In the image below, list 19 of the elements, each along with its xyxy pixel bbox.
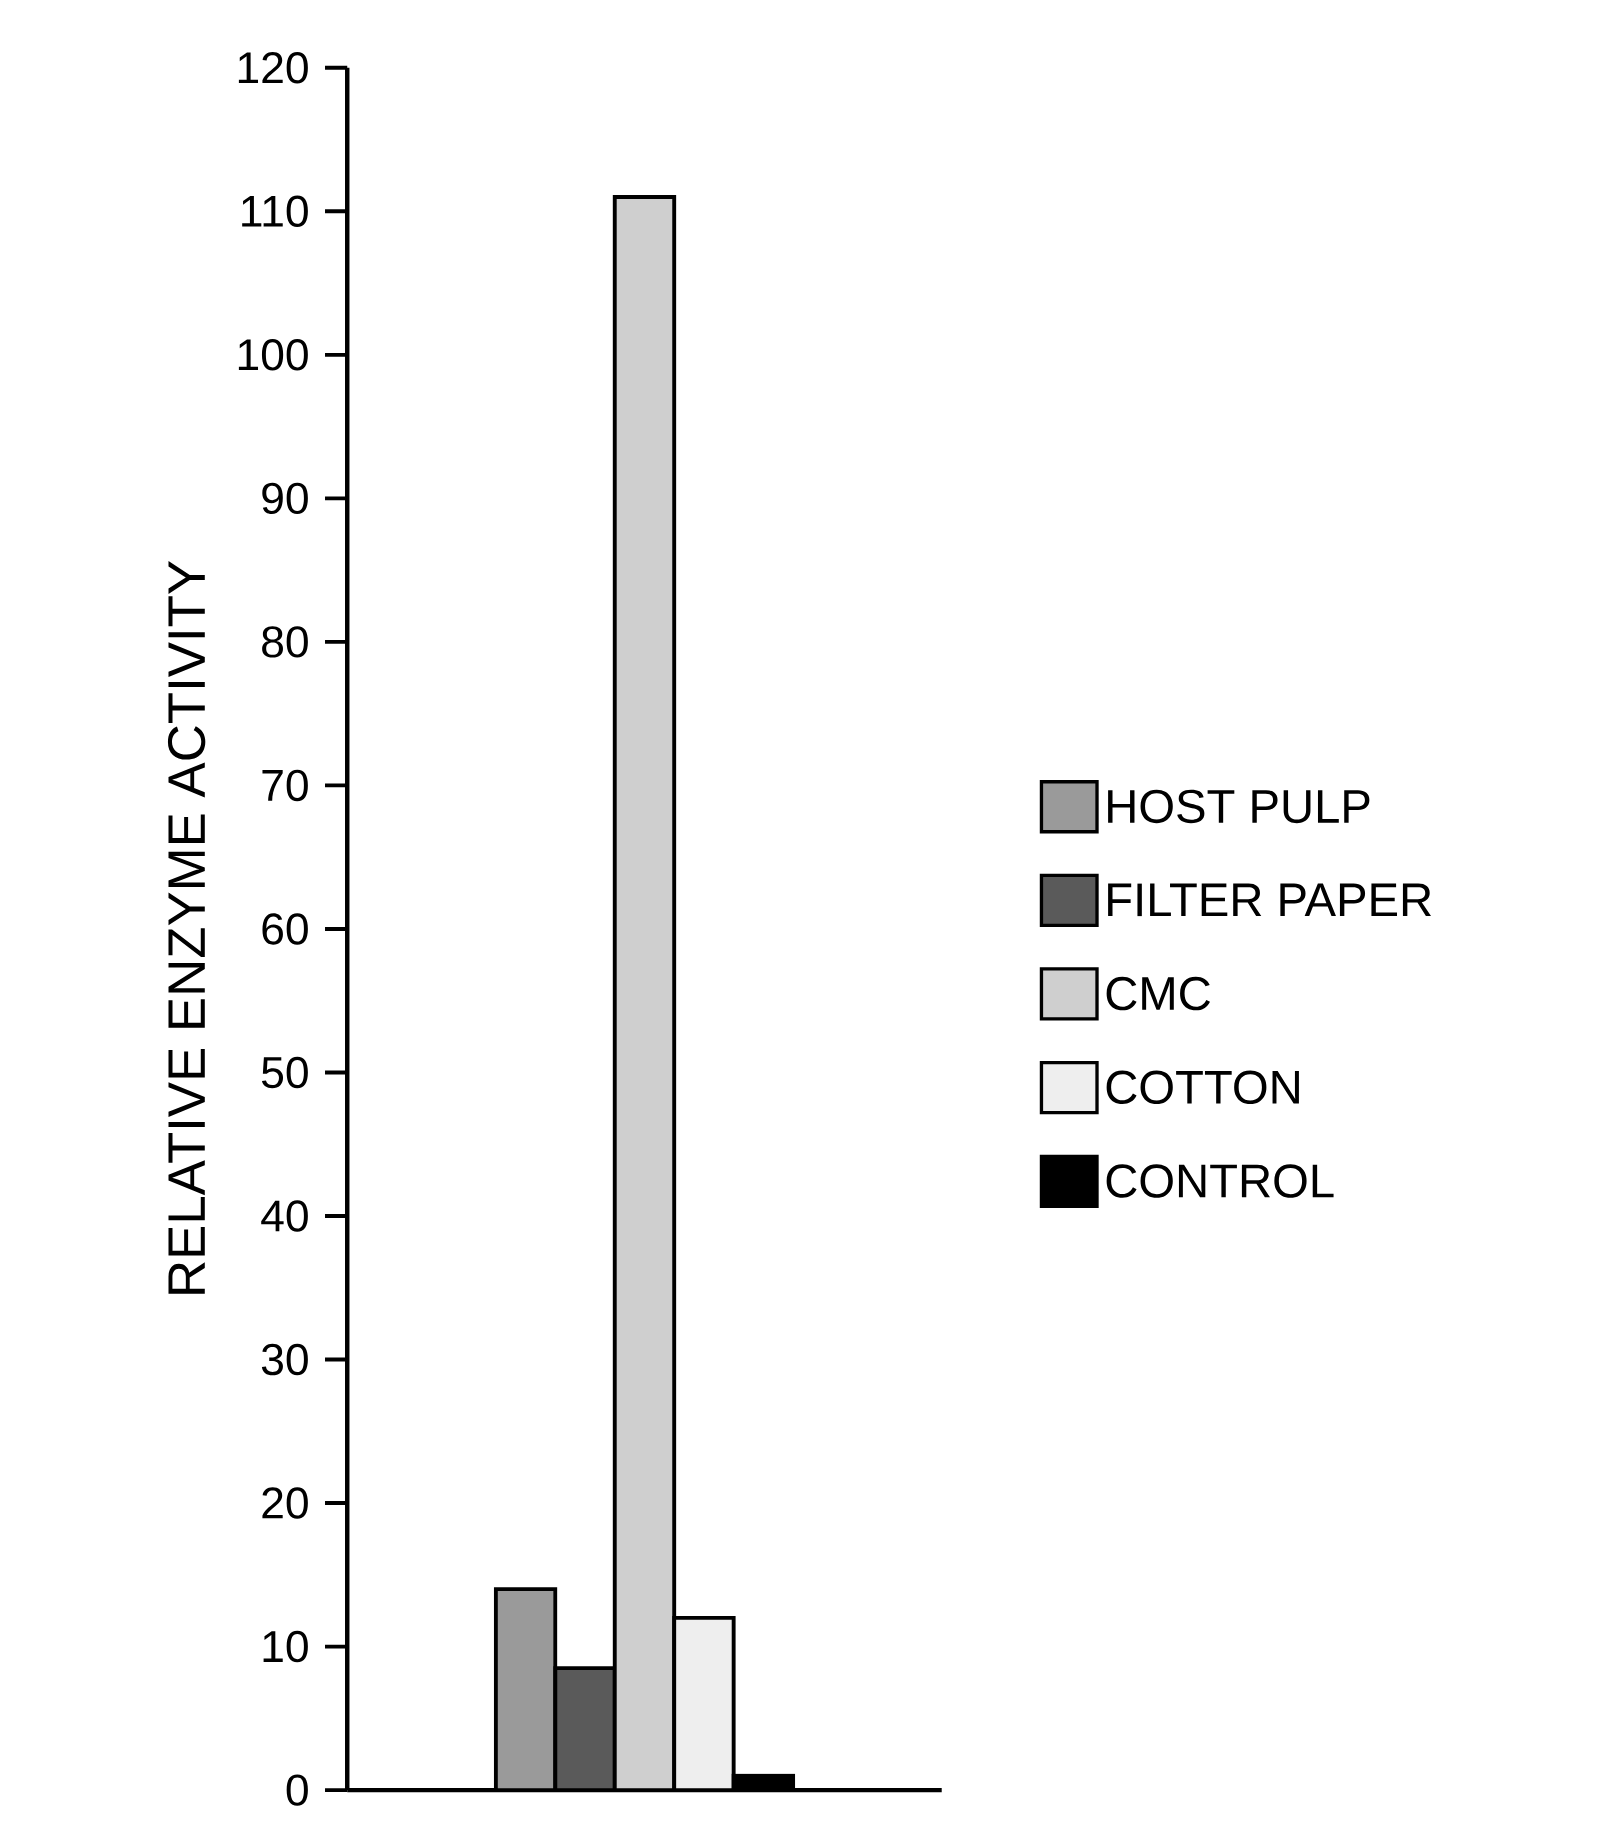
y-tick-label: 20 [262, 1487, 308, 1519]
legend-label: HOST PULP [1108, 789, 1370, 824]
y-tick-label: 120 [238, 52, 308, 84]
y-tick-label: 30 [261, 1343, 308, 1376]
y-tick-label: 70 [262, 769, 308, 802]
y-tick-label: 50 [261, 1056, 308, 1089]
legend-label: FILTER PAPER [1108, 883, 1431, 917]
legend-label: CMC [1106, 976, 1210, 1011]
legend-label: CONTROL [1106, 1164, 1334, 1198]
y-tick-label: 80 [262, 626, 308, 658]
y-tick-label: 40 [261, 1200, 308, 1232]
legend-label: COTTON [1106, 1070, 1299, 1105]
y-tick-label: 0 [286, 1774, 308, 1806]
y-tick-label: 10 [263, 1630, 308, 1663]
y-tick-label: 60 [262, 913, 308, 945]
y-tick-label: 100 [238, 339, 308, 371]
y-tick-label: 90 [262, 482, 308, 515]
y-tick-label: 110 [242, 195, 308, 228]
y-axis-title: RELATIVE ENZYME ACTIVITY [167, 561, 206, 1294]
